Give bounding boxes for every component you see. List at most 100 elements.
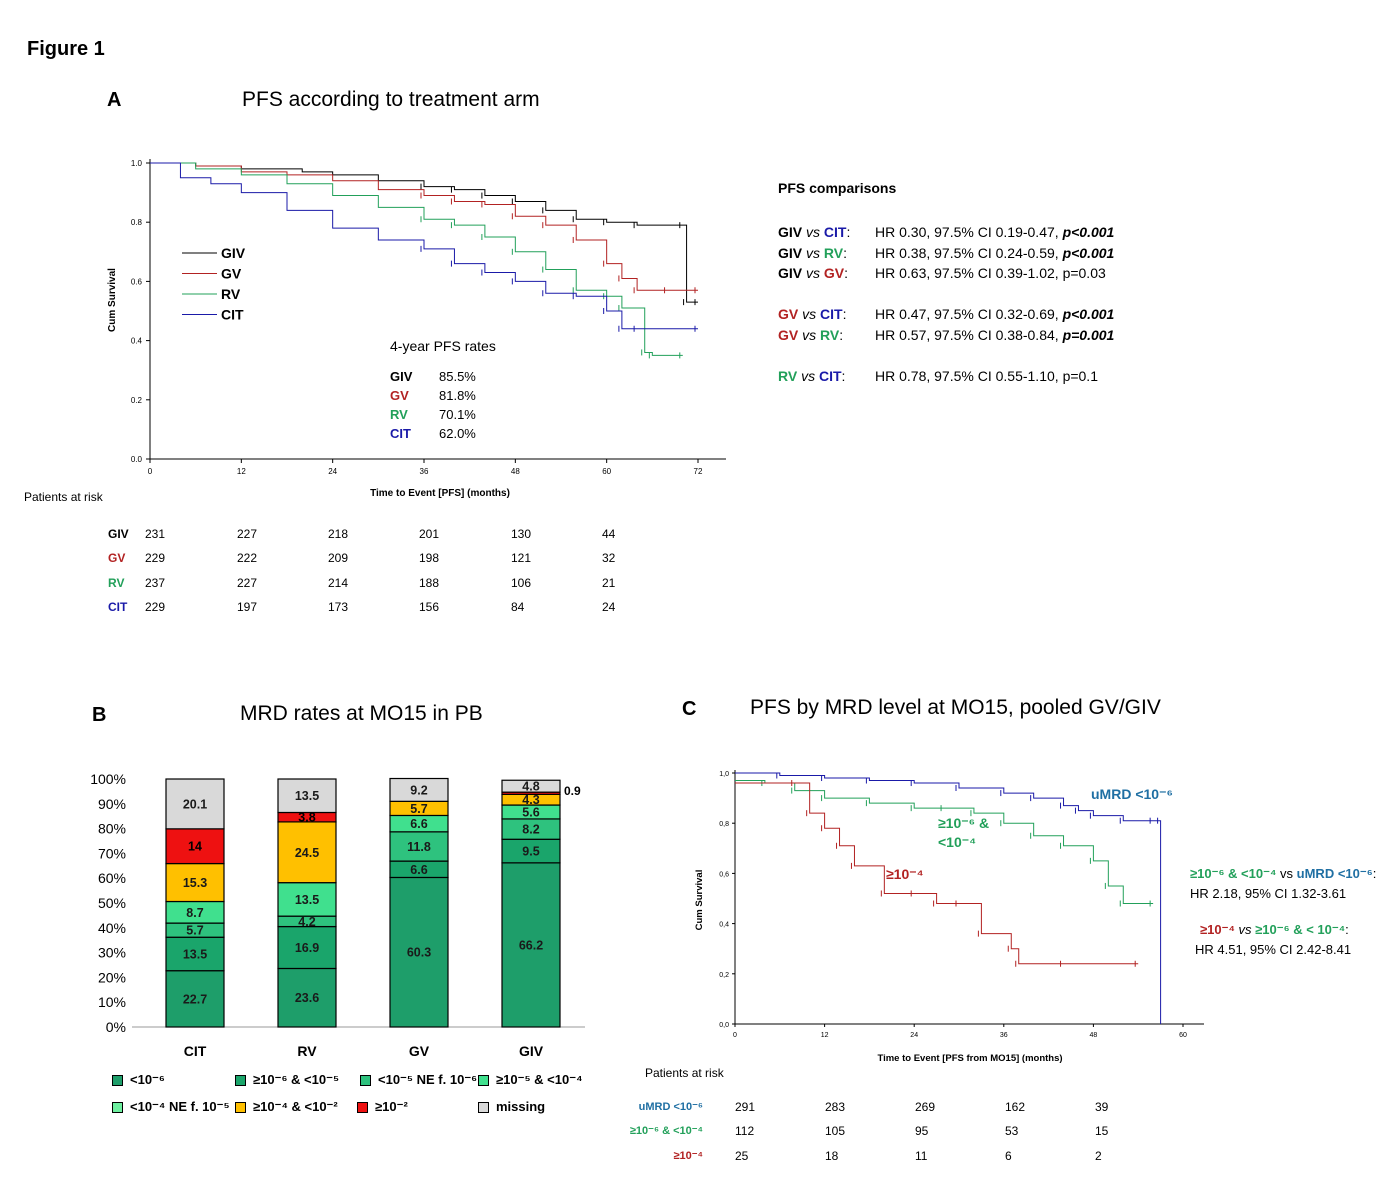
risk-cell: 201 [419,527,440,541]
km-line-1 [735,780,1154,905]
comparison-colon: : [841,367,846,384]
risk-cell: 283 [825,1100,846,1114]
bar-value-label: 13.5 [183,947,207,961]
risk-row-label: RV [108,575,125,590]
panel-b-title: MRD rates at MO15 in PB [240,702,483,725]
comparison-arm-a: GIV [778,244,803,261]
y-tick-label: 0.4 [131,337,143,346]
rate-value: 85.5% [439,369,476,384]
hr-2: ≥10⁻⁴ vs ≥10⁻⁶ & < 10⁻⁴: [1200,922,1349,938]
y-tick-label: 90% [98,796,126,812]
comparison-p-value: p<0.001 [1062,306,1115,322]
x-category-label: GV [409,1043,430,1059]
x-category-label: RV [297,1043,317,1059]
comparison-stats: HR 0.57, 97.5% CI 0.38-0.84, p=0.001 [875,326,1115,343]
label-umrd: uMRD <10⁻⁶ [1091,786,1173,802]
bar-value-label: 5.7 [410,802,427,816]
risk-row-label: GIV [108,527,129,541]
risk-cell: 231 [145,527,166,541]
bar-value-label: 3.8 [298,811,315,825]
bar-segment [277,967,337,1028]
legend-swatch [360,1075,371,1086]
comparison-stats: HR 0.30, 97.5% CI 0.19-0.47, p<0.001 [875,224,1115,240]
mrd-stacked-bar-chart: 0% 10% 20% 30% 40% 50% 60% 70% 80% 90% 100% 22.7 13.… [90,771,585,1059]
x-tick-label: 72 [694,467,703,476]
x-tick-label: 12 [237,467,246,476]
legend-label: <10⁻⁴ NE f. 10⁻⁵ [130,1099,230,1114]
risk-cell: 229 [145,599,166,614]
bar-segment [165,862,225,903]
risk-cell: 162 [1005,1100,1026,1114]
bar-segment [389,777,449,802]
risk-row-label: ≥10⁻⁶ & <10⁻⁴ [629,1125,703,1138]
bar-value-label: 8.7 [186,906,203,920]
risk-cell: 209 [328,551,349,566]
label-high: ≥10⁻⁴ [886,866,924,882]
bar-value-label: 4.2 [298,915,315,929]
rate-value: 81.8% [439,388,476,403]
comparison-p-value: p=0.1 [1062,367,1098,384]
bar-value-label: 6.6 [410,817,427,831]
hr-2-a: ≥10⁻⁴ [1200,922,1235,937]
comparison-arm-a: GIV [778,224,803,240]
comparison-row: GIV vs GV: [778,263,848,284]
y-tick-label: 0.2 [131,396,143,405]
x-tick-label: 24 [328,467,337,476]
comparison-arm-b: RV [823,244,844,261]
legend-swatch [357,1102,368,1113]
bar-segment [165,828,225,865]
panel-b-letter: B [92,704,107,726]
comparison-colon: : [843,244,847,261]
x-tick-label: 12 [821,1032,829,1039]
risk-row-label: CIT [108,599,128,614]
risk-table-c: uMRD <10⁻⁶ 291 283 269 162 39 ≥10⁻⁶ & <10⁻⁴ 112… [0,1100,1150,1175]
legend-swatch [478,1075,489,1086]
bar-value-label: 23.6 [295,991,319,1005]
bar-value-label: 8.2 [522,823,539,837]
bar-value-label: 66.2 [519,938,543,952]
comparison-vs: vs [797,367,819,384]
risk-cell: 229 [145,551,166,566]
hr-1-suffix: : [1372,866,1377,881]
bar-segment [277,778,337,814]
comparison-p-value: p=0.03 [1062,265,1106,281]
hr-2-b: ≥10⁻⁶ & < 10⁻⁴ [1255,922,1346,937]
bar-segment [165,778,225,830]
bar-value-label: 24.5 [295,846,319,860]
risk-row-label: ≥10⁻⁴ [673,1149,703,1162]
bar-value-label: 5.6 [522,805,539,819]
y-tick-label: 20% [98,969,126,985]
hr-1-a: ≥10⁻⁶ & <10⁻⁴ [1190,866,1277,881]
legend-swatch [235,1075,246,1086]
bar-value-label: 4.3 [522,793,539,807]
y-tick-label: 50% [98,895,126,911]
bar-value-label: 13.5 [295,789,319,803]
x-tick-label: 36 [420,467,429,476]
comparison-arm-a: GV [778,306,799,322]
comparison-vs: vs [802,244,824,261]
x-category-label: CIT [184,1043,207,1059]
risk-cell: 95 [915,1124,929,1139]
risk-title-c: Patients at risk [645,1066,724,1080]
bar-segment [501,862,561,1028]
y-tick-label: 0,6 [719,871,729,878]
comparison-vs: vs [802,265,824,281]
hr-2-vs: vs [1238,922,1252,937]
legend-label-gv: GV [221,266,242,282]
x-tick-label: 0 [148,467,153,476]
bar-value-label: 20.1 [183,797,207,811]
risk-cell: 130 [511,527,532,541]
legend-label-cit: CIT [221,307,244,323]
risk-row-label: uMRD <10⁻⁶ [638,1101,703,1113]
risk-cell: 6 [1005,1148,1012,1163]
km-line-giv [150,162,698,303]
risk-cell: 25 [735,1148,749,1163]
km-chart-treatment-arm: 0.0 0.2 0.4 0.6 0.8 1.0 0 12 24 36 48 60 72 Time to E… [107,159,726,499]
legend-swatch [112,1102,123,1113]
legend-label: ≥10⁻⁵ & <10⁻⁴ [496,1072,583,1087]
risk-cell: 291 [735,1100,756,1114]
y-tick-label: 0.8 [131,218,143,227]
risk-cell: 11 [915,1148,928,1163]
y-tick-label: 0,4 [719,922,729,929]
comparison-p-value: p<0.001 [1062,224,1115,240]
